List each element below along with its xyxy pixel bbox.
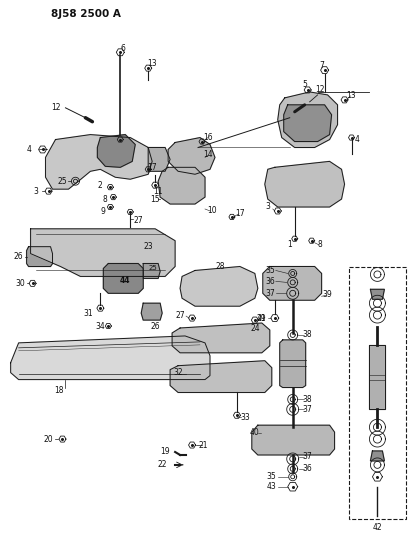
- Polygon shape: [97, 135, 135, 167]
- Polygon shape: [168, 138, 215, 174]
- Text: 12: 12: [51, 103, 60, 112]
- Polygon shape: [158, 167, 205, 204]
- Text: 28: 28: [215, 262, 225, 271]
- Text: 17: 17: [148, 163, 157, 172]
- Text: 30: 30: [16, 279, 25, 288]
- Polygon shape: [170, 361, 272, 392]
- Text: 35: 35: [267, 472, 277, 481]
- Text: 14: 14: [203, 150, 213, 159]
- Text: 25: 25: [149, 265, 157, 271]
- Text: 17: 17: [235, 209, 245, 219]
- Text: 8: 8: [317, 240, 322, 249]
- Text: 10: 10: [207, 206, 217, 215]
- Text: 22: 22: [157, 461, 167, 470]
- Text: 23: 23: [143, 242, 153, 251]
- Text: 7: 7: [319, 61, 324, 70]
- Polygon shape: [265, 161, 344, 207]
- Text: 3: 3: [266, 203, 270, 212]
- Text: 11: 11: [153, 187, 163, 196]
- Text: 33: 33: [240, 413, 250, 422]
- Text: 29: 29: [257, 313, 267, 322]
- Text: 36: 36: [303, 464, 312, 473]
- Bar: [349, 266, 406, 520]
- Text: 4: 4: [355, 135, 360, 144]
- Polygon shape: [280, 340, 306, 387]
- Text: 13: 13: [148, 59, 157, 68]
- Polygon shape: [148, 148, 170, 171]
- Polygon shape: [143, 263, 160, 278]
- Text: 8J58 2500 A: 8J58 2500 A: [51, 9, 120, 19]
- Text: 26: 26: [14, 252, 23, 261]
- Text: 12: 12: [315, 85, 324, 94]
- Polygon shape: [370, 289, 384, 299]
- Text: 40: 40: [250, 427, 260, 437]
- Text: 13: 13: [347, 92, 356, 100]
- Text: 38: 38: [303, 330, 312, 340]
- Polygon shape: [172, 323, 270, 353]
- Text: 15: 15: [150, 195, 160, 204]
- Text: 43: 43: [267, 482, 277, 491]
- Text: 24: 24: [250, 324, 260, 333]
- Text: 27: 27: [134, 216, 143, 225]
- Text: 20: 20: [44, 434, 53, 443]
- Text: 18: 18: [54, 386, 63, 395]
- Text: 37: 37: [303, 405, 312, 414]
- Text: 38: 38: [303, 395, 312, 404]
- Polygon shape: [141, 303, 162, 320]
- Text: 39: 39: [323, 290, 332, 299]
- Polygon shape: [278, 92, 337, 148]
- Text: 36: 36: [265, 277, 275, 286]
- Polygon shape: [263, 266, 321, 300]
- Text: 16: 16: [203, 133, 213, 142]
- Polygon shape: [252, 425, 335, 455]
- Text: 2: 2: [98, 181, 103, 190]
- Text: 44: 44: [120, 276, 131, 285]
- Polygon shape: [103, 263, 143, 293]
- Polygon shape: [284, 105, 332, 142]
- Polygon shape: [27, 247, 53, 266]
- Text: 37: 37: [303, 453, 312, 462]
- Text: 26: 26: [150, 321, 160, 330]
- Text: 6: 6: [121, 44, 126, 53]
- Text: 19: 19: [160, 448, 170, 456]
- Text: 5: 5: [302, 79, 307, 88]
- Text: 27: 27: [175, 311, 185, 320]
- Text: 41: 41: [257, 313, 267, 322]
- Text: 4: 4: [26, 145, 31, 154]
- Text: 34: 34: [95, 321, 105, 330]
- Text: 3: 3: [33, 187, 38, 196]
- Text: 42: 42: [373, 523, 382, 532]
- Polygon shape: [369, 345, 386, 409]
- Text: 8: 8: [103, 195, 108, 204]
- Text: 31: 31: [83, 309, 93, 318]
- Text: 35: 35: [265, 266, 275, 275]
- Text: 37: 37: [265, 289, 275, 298]
- Polygon shape: [46, 135, 152, 189]
- Text: 25: 25: [58, 177, 67, 185]
- Polygon shape: [30, 229, 175, 277]
- Polygon shape: [11, 336, 210, 379]
- Text: 21: 21: [198, 441, 208, 449]
- Polygon shape: [370, 451, 384, 461]
- Text: 9: 9: [101, 207, 106, 216]
- Text: 1: 1: [287, 240, 292, 249]
- Text: 32: 32: [173, 368, 183, 377]
- Polygon shape: [180, 266, 258, 306]
